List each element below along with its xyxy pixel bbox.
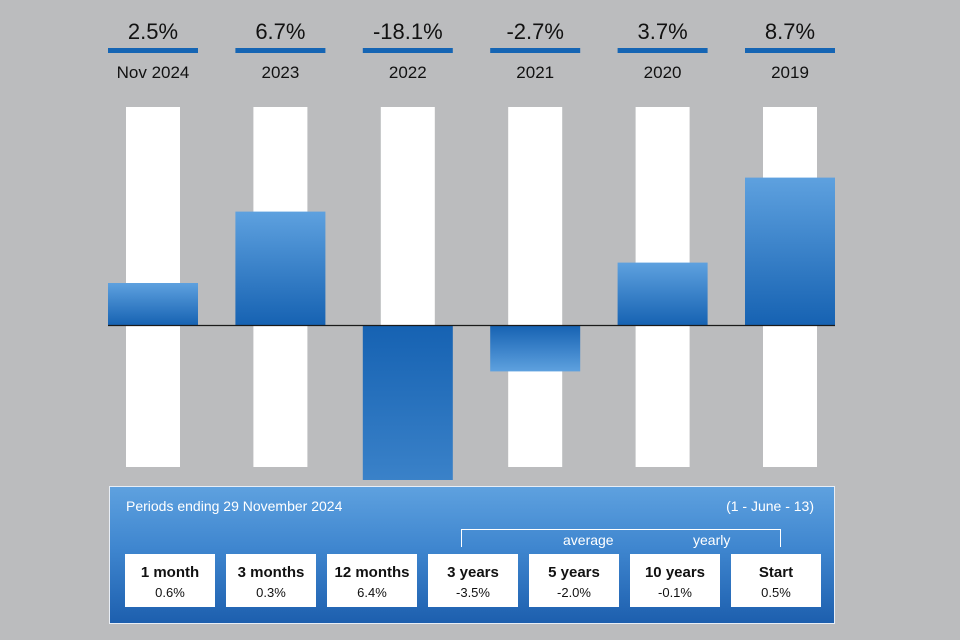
period-label: 3 months [237,564,305,581]
header-rule [617,48,708,53]
period-box-1-month: 1 month 0.6% [125,554,215,607]
period-label: 1 month [140,564,200,581]
period-label: 10 years [644,564,706,581]
average-yearly-bracket [461,529,781,547]
period-returns-panel: Periods ending 29 November 2024 (1 - Jun… [109,486,835,624]
header-rule [745,48,835,53]
header-rule [235,48,326,53]
period-value: -2.0% [557,585,591,600]
data-label: -2.7% [506,19,563,44]
bar [490,325,581,372]
period-box-3-months: 3 months 0.3% [226,554,316,607]
category-label: 2023 [261,63,299,82]
category-label: 2019 [771,63,809,82]
bar [617,262,708,326]
period-label: 12 months [334,564,410,581]
data-label: 3.7% [638,19,688,44]
panel-title: Periods ending 29 November 2024 [126,498,343,514]
category-label: Nov 2024 [117,63,190,82]
bar [745,177,835,326]
bar [108,283,198,326]
category-label: 2022 [389,63,427,82]
bar-track [508,107,563,467]
returns-chart: 2.5% Nov 2024 6.7% 2023 -18.1% 2022 -2.7% 2021 3… [108,19,835,480]
period-value: -3.5% [456,585,490,600]
period-label: 5 years [548,564,600,581]
category-label: 2020 [644,63,682,82]
period-value: 0.5% [761,585,791,600]
bar [235,211,326,326]
data-label: 6.7% [255,19,305,44]
period-value: 0.6% [155,585,185,600]
bar [362,325,453,480]
period-box-start: Start 0.5% [731,554,821,607]
data-label: 8.7% [765,19,815,44]
header-rule [362,48,453,53]
period-box-3-years: 3 years -3.5% [428,554,518,607]
period-label: 3 years [447,564,499,581]
header-rule [108,48,198,53]
data-label: -18.1% [373,19,443,44]
yearly-label: yearly [693,532,731,548]
period-box-10-years: 10 years -0.1% [630,554,720,607]
period-label: Start [758,564,794,581]
period-box-12-months: 12 months 6.4% [327,554,417,607]
period-value: -0.1% [658,585,692,600]
category-label: 2021 [516,63,554,82]
period-boxes: 1 month 0.6% 3 months 0.3% 12 months 6.4… [125,554,825,607]
period-box-5-years: 5 years -2.0% [529,554,619,607]
average-label: average [563,532,614,548]
period-value: 6.4% [357,585,387,600]
panel-date: (1 - June - 13) [726,498,814,514]
data-label: 2.5% [128,19,178,44]
period-value: 0.3% [256,585,286,600]
header-rule [490,48,581,53]
